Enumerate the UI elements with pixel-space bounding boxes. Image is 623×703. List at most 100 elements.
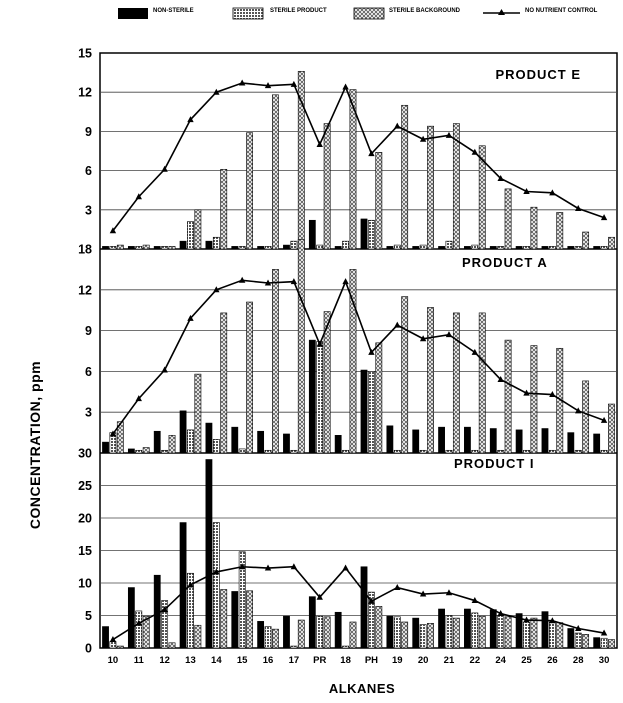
line-marker	[471, 597, 479, 604]
bar-sterile-background	[116, 244, 124, 250]
panel-title: PRODUCT I	[454, 456, 535, 471]
bar-sterile-product	[290, 240, 298, 250]
bar-sterile-product	[445, 615, 453, 649]
line-marker	[497, 376, 504, 383]
x-tick-label: 20	[418, 655, 429, 666]
bar-nonsterile	[283, 244, 290, 250]
bar-sterile-product	[600, 637, 608, 649]
legend-label-sterile-product: STERILE PRODUCT	[270, 8, 327, 14]
bar-sterile-background	[504, 339, 512, 454]
bar-nonsterile	[386, 615, 394, 649]
line-marker	[316, 340, 323, 347]
bar-nonsterile	[489, 246, 497, 250]
line-marker	[109, 636, 117, 643]
x-tick-label: 30	[599, 655, 610, 666]
bar-sterile-background	[168, 435, 176, 454]
bar-sterile-background	[478, 312, 486, 454]
bar-sterile-product	[419, 244, 427, 250]
bar-nonsterile	[308, 219, 316, 250]
bar-sterile-product	[368, 219, 375, 250]
bar-sterile-product	[445, 240, 453, 250]
bar-sterile-product	[342, 645, 349, 649]
bar-nonsterile	[231, 591, 239, 649]
line-marker	[419, 335, 427, 342]
bar-sterile-product	[135, 449, 143, 454]
y-tick-label: 10	[78, 577, 92, 591]
bar-sterile-product	[368, 591, 375, 649]
line-marker	[161, 366, 168, 373]
bar-sterile-background	[530, 345, 538, 454]
y-tick-label: 18	[78, 243, 92, 257]
bar-sterile-product	[238, 448, 246, 454]
bar-nonsterile	[360, 566, 368, 649]
bar-nonsterile	[412, 429, 420, 454]
line-marker	[445, 589, 453, 596]
x-axis-title: ALKANES	[329, 681, 395, 696]
bar-nonsterile	[102, 441, 109, 454]
bar-nonsterile	[257, 430, 265, 454]
y-axis-title: CONCENTRATION, ppm	[27, 361, 43, 529]
bar-sterile-product	[290, 645, 298, 649]
bar-nonsterile	[205, 240, 213, 250]
bar-sterile-background	[582, 634, 590, 649]
bar-nonsterile	[541, 428, 549, 454]
bar-sterile-background	[246, 301, 253, 454]
line-marker	[471, 348, 479, 355]
bar-nonsterile	[438, 246, 445, 250]
line-no-nutrient-control	[112, 565, 605, 641]
line-marker	[238, 276, 246, 283]
bar-sterile-background	[530, 617, 538, 649]
bar-sterile-product	[135, 610, 143, 649]
line-marker	[419, 135, 427, 142]
bar-nonsterile	[593, 433, 601, 454]
line-marker	[342, 83, 349, 90]
y-tick-label: 9	[85, 125, 92, 139]
line-marker	[523, 188, 530, 195]
bar-nonsterile	[515, 246, 523, 250]
plot-frame	[99, 52, 618, 649]
bar-nonsterile	[102, 626, 109, 649]
line-marker	[187, 314, 194, 321]
line-marker	[600, 629, 608, 636]
bar-sterile-background	[452, 123, 460, 250]
bar-sterile-background	[194, 373, 202, 454]
bar-sterile-product	[419, 624, 427, 649]
bar-sterile-product	[497, 449, 505, 454]
x-tick-label: 10	[108, 655, 119, 666]
legend-label-sterile-background: STERILE BACKGROUND	[389, 8, 461, 14]
bar-sterile-product	[342, 240, 349, 250]
line-marker	[394, 321, 401, 328]
x-tick-label: 24	[495, 655, 506, 666]
y-tick-label: 9	[85, 324, 92, 338]
bar-nonsterile	[257, 621, 265, 649]
legend-swatch-sterile-background	[353, 7, 385, 20]
y-tick-label: 3	[85, 406, 92, 420]
y-tick-label: 30	[78, 447, 92, 461]
bar-sterile-product	[212, 522, 220, 649]
bar-nonsterile	[567, 432, 575, 454]
bar-nonsterile	[412, 246, 420, 250]
line-marker	[549, 391, 556, 398]
bar-sterile-product	[187, 572, 194, 649]
y-tick-label: 5	[85, 609, 92, 623]
x-tick-label: 25	[521, 655, 532, 666]
bar-sterile-background	[220, 312, 228, 454]
bar-sterile-product	[238, 246, 246, 250]
bar-nonsterile	[489, 428, 497, 454]
line-marker	[600, 214, 608, 221]
bar-nonsterile	[567, 246, 575, 250]
x-tick-label: 13	[185, 655, 196, 666]
bar-sterile-background	[297, 619, 305, 649]
bar-sterile-product	[548, 246, 556, 250]
bar-sterile-background	[401, 104, 409, 250]
bar-sterile-background	[323, 123, 331, 250]
y-tick-label: 15	[78, 544, 92, 558]
line-marker	[497, 610, 504, 617]
bar-sterile-background	[401, 621, 409, 649]
line-marker	[445, 131, 453, 138]
bar-sterile-product	[445, 449, 453, 454]
y-tick-label: 12	[78, 86, 92, 100]
x-tick-labels: 10 11 12 13 14 15 16 17 PR 18 PH 19 20 21 22 24 25 26 28 30	[108, 655, 610, 666]
x-tick-label: 17	[289, 655, 300, 666]
line-marker	[368, 150, 375, 157]
